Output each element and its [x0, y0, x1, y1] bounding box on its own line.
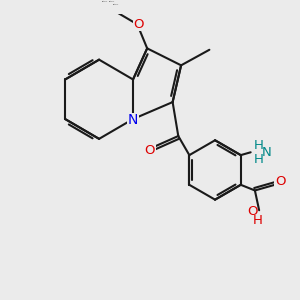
Text: N: N: [128, 113, 138, 128]
Text: O: O: [275, 176, 286, 188]
Text: H: H: [253, 214, 263, 227]
Text: N: N: [261, 146, 271, 159]
Text: H: H: [254, 153, 264, 166]
Text: methoxy: methoxy: [109, 0, 115, 2]
Text: O: O: [247, 205, 257, 218]
Text: methoxy: methoxy: [113, 3, 119, 4]
Text: O: O: [145, 144, 155, 157]
Text: methoxy: methoxy: [102, 1, 108, 2]
Text: O: O: [134, 18, 144, 31]
Text: H: H: [254, 139, 264, 152]
